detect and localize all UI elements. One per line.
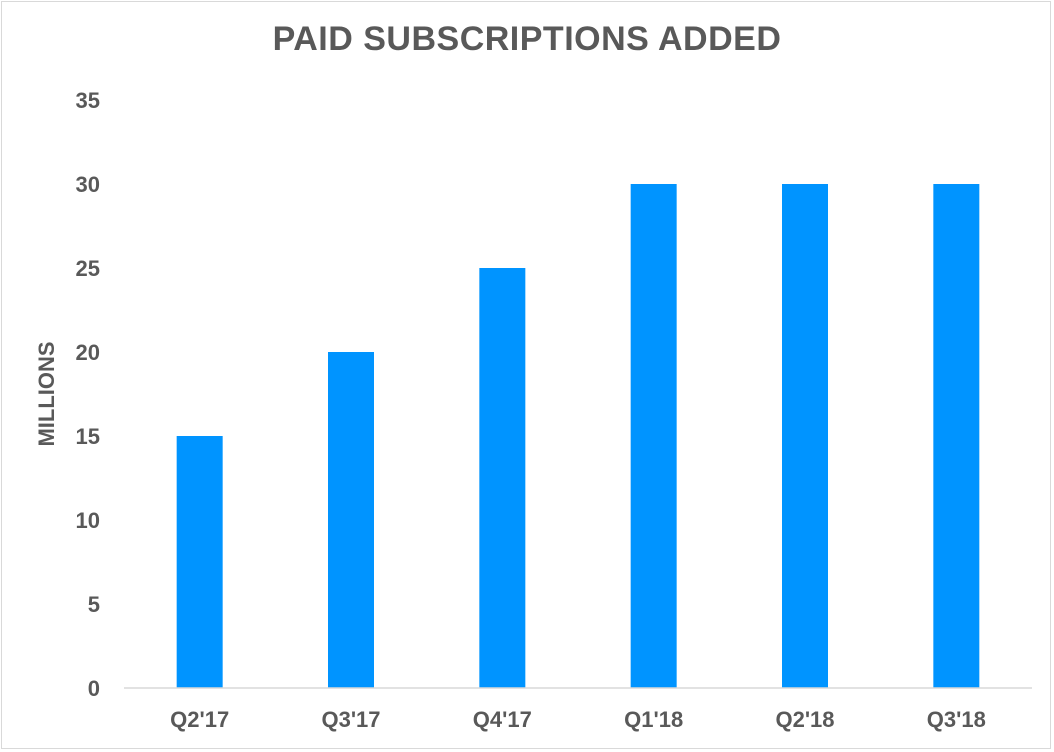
x-tick-label: Q4'17 (473, 707, 532, 732)
x-tick-label: Q2'17 (170, 707, 229, 732)
y-tick-label: 20 (76, 340, 100, 365)
y-tick-label: 35 (76, 88, 100, 113)
x-tick-label: Q1'18 (624, 707, 683, 732)
y-tick-label: 5 (88, 592, 100, 617)
y-tick-label: 30 (76, 172, 100, 197)
bar (328, 352, 374, 688)
bar (933, 184, 980, 688)
x-tick-label: Q3'17 (321, 707, 380, 732)
chart-title: PAID SUBSCRIPTIONS ADDED (272, 20, 782, 58)
bar (782, 184, 828, 688)
y-tick-label: 15 (76, 424, 100, 449)
y-axis-ticks: 0 5 10 15 20 25 30 35 (76, 88, 100, 701)
bar (479, 268, 526, 688)
bar (630, 184, 677, 688)
x-axis-ticks: Q2'17 Q3'17 Q4'17 Q1'18 Q2'18 Q3'18 (170, 707, 986, 732)
y-tick-label: 25 (76, 256, 100, 281)
x-tick-label: Q2'18 (775, 707, 834, 732)
bars (176, 184, 980, 688)
bar (176, 436, 223, 688)
y-tick-label: 10 (76, 508, 100, 533)
y-axis-title: MILLIONS (34, 341, 59, 446)
x-tick-label: Q3'18 (927, 707, 986, 732)
y-tick-label: 0 (88, 676, 100, 701)
